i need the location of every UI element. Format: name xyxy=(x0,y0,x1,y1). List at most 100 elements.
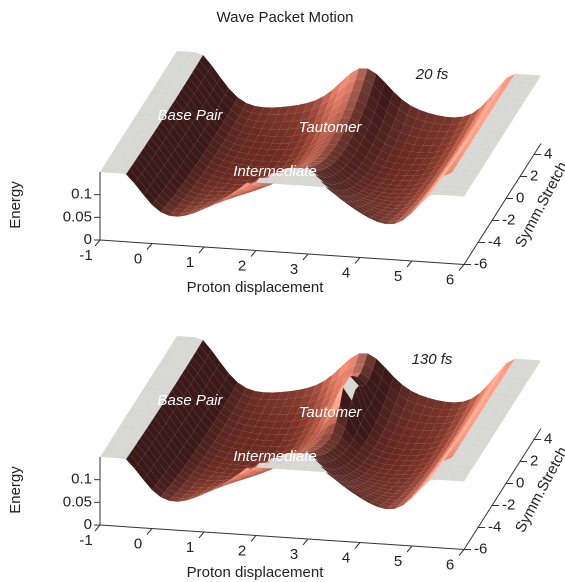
surface-patch xyxy=(336,405,349,429)
surface-patch xyxy=(303,450,316,452)
surface-patch xyxy=(296,403,309,414)
surface-patch xyxy=(253,121,266,129)
surface-patch xyxy=(370,492,383,498)
surface-patch xyxy=(357,90,370,105)
surface-patch xyxy=(214,150,227,161)
x-tick-label: 2 xyxy=(238,542,246,559)
surface-patch xyxy=(354,206,367,213)
surface-patch xyxy=(162,422,175,441)
surface-patch xyxy=(495,397,508,404)
surface-patch xyxy=(452,126,465,138)
surface-patch xyxy=(450,423,463,437)
surface-patch xyxy=(358,190,371,197)
surface-patch xyxy=(364,68,377,85)
surface-patch xyxy=(386,387,399,404)
surface-patch xyxy=(244,404,257,413)
surface-patch xyxy=(408,187,421,194)
surface-patch xyxy=(486,425,499,432)
surface-patch xyxy=(169,85,182,95)
surface-patch xyxy=(178,88,191,106)
surface-patch xyxy=(482,94,495,112)
surface-patch xyxy=(213,455,226,464)
surface-patch xyxy=(287,152,300,161)
surface-patch xyxy=(202,385,215,404)
surface-patch xyxy=(294,139,307,149)
surface-patch xyxy=(467,413,480,426)
surface-patch xyxy=(319,396,332,412)
surface-patch xyxy=(261,155,274,162)
surface-patch xyxy=(405,170,418,176)
surface-patch xyxy=(297,168,310,175)
surface-patch xyxy=(181,133,194,152)
surface-patch xyxy=(384,459,397,466)
surface-patch xyxy=(501,90,514,97)
surface-patch xyxy=(276,172,289,179)
surface-patch xyxy=(264,177,277,184)
surface-patch xyxy=(409,164,422,171)
surface-patch xyxy=(364,409,377,430)
surface-patch xyxy=(485,414,498,421)
surface-patch xyxy=(506,96,519,103)
surface-patch xyxy=(525,365,538,372)
surface-patch xyxy=(233,454,246,461)
surface-patch xyxy=(272,421,285,429)
surface-patch xyxy=(379,405,392,421)
surface-patch xyxy=(401,208,414,218)
surface-patch xyxy=(261,121,274,130)
x-tick-label: 1 xyxy=(186,254,194,271)
surface-patch xyxy=(197,419,210,435)
surface-patch xyxy=(398,497,411,506)
surface-patch xyxy=(138,173,151,191)
surface-patch xyxy=(448,145,461,162)
surface-patch xyxy=(407,105,420,119)
surface-patch xyxy=(249,471,262,477)
surface-patch xyxy=(394,216,407,224)
surface-patch xyxy=(289,452,302,459)
surface-patch xyxy=(131,145,144,154)
surface-patch xyxy=(223,400,236,413)
surface-patch xyxy=(388,412,401,426)
surface-patch xyxy=(424,458,437,468)
surface-patch xyxy=(424,151,437,159)
surface-patch xyxy=(183,441,196,456)
surface-patch xyxy=(192,66,205,83)
surface-patch xyxy=(412,199,425,214)
surface-patch xyxy=(226,179,239,185)
surface-patch xyxy=(221,173,234,180)
surface-patch xyxy=(436,428,449,437)
surface-patch xyxy=(212,484,225,490)
surface-patch xyxy=(171,194,184,204)
surface-patch xyxy=(189,72,202,89)
surface-patch xyxy=(159,73,172,80)
surface-patch xyxy=(479,151,492,158)
surface-patch xyxy=(268,457,281,464)
surface-patch xyxy=(351,130,364,145)
surface-patch xyxy=(233,475,246,481)
surface-patch xyxy=(452,430,465,446)
surface-patch xyxy=(339,168,352,179)
surface-patch xyxy=(131,402,144,409)
surface-patch xyxy=(376,457,389,465)
surface-patch xyxy=(377,183,390,189)
surface-patch xyxy=(473,112,486,129)
surface-patch xyxy=(162,186,175,200)
surface-patch xyxy=(261,406,274,415)
surface-patch xyxy=(464,162,477,169)
surface-patch xyxy=(168,73,181,80)
surface-patch xyxy=(303,385,316,397)
surface-patch xyxy=(358,475,371,482)
surface-patch xyxy=(291,431,304,441)
surface-patch xyxy=(471,396,484,414)
surface-patch xyxy=(140,117,153,124)
surface-patch xyxy=(449,418,462,429)
surface-patch xyxy=(199,106,212,124)
x-tick xyxy=(250,535,257,542)
surface-patch xyxy=(190,430,203,446)
surface-patch xyxy=(342,200,355,208)
surface-patch xyxy=(438,436,451,447)
surface-patch xyxy=(150,386,163,393)
surface-patch xyxy=(502,358,515,370)
surface-patch xyxy=(129,163,142,179)
surface-patch xyxy=(469,139,482,146)
surface-patch xyxy=(317,154,330,159)
